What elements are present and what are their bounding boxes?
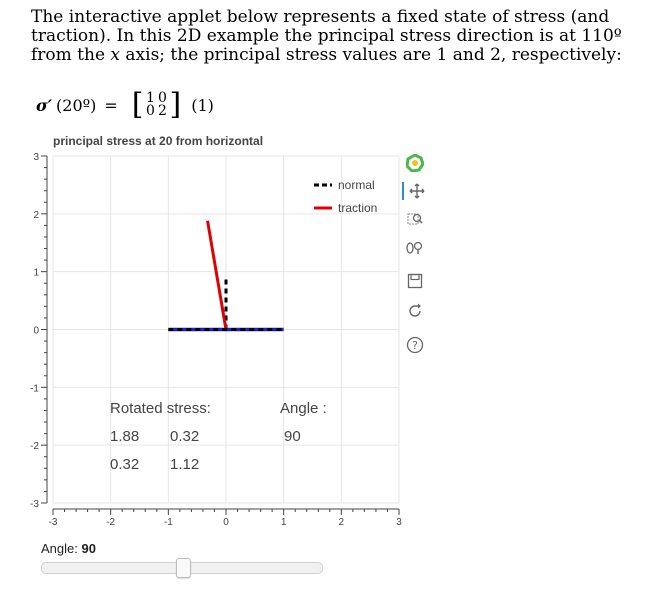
matrix-cell: 1 — [146, 90, 155, 106]
angle-slider-track[interactable] — [41, 558, 323, 578]
plot-legend: normal traction — [314, 178, 377, 215]
intro-line-3: from the x axis; the principal stress va… — [31, 45, 622, 65]
angle-slider-handle[interactable] — [175, 558, 191, 578]
slider-value: 90 — [81, 541, 96, 556]
angle-annotation-label: Angle : — [280, 400, 327, 417]
y-tick-label: -2 — [30, 441, 39, 452]
matrix-cell: 2 — [158, 103, 167, 119]
x-tick-label: -2 — [106, 517, 115, 528]
pan-icon[interactable] — [402, 182, 426, 200]
angle-annotation-value: 90 — [284, 428, 301, 445]
rotated-stress-r22: 1.12 — [170, 456, 199, 473]
intro-text: The interactive applet below represents … — [31, 8, 631, 65]
bokeh-logo-icon[interactable] — [406, 154, 424, 172]
rotated-stress-label: Rotated stress: — [110, 400, 211, 417]
plot-title: principal stress at 20 from horizontal — [53, 134, 264, 148]
y-tick-label: 1 — [33, 268, 39, 279]
save-icon[interactable] — [406, 272, 424, 290]
slider-label: Angle: 90 — [41, 541, 96, 556]
y-tick-label: 0 — [33, 326, 39, 337]
x-tick-label: 3 — [396, 517, 402, 528]
matrix-cell: 0 — [158, 90, 167, 106]
svg-text:?: ? — [412, 339, 418, 352]
stress-formula: σ′ (20º) = [ 1 0 0 2 ] (1) — [36, 88, 214, 122]
plot-marks — [168, 220, 284, 332]
sigma-symbol: σ′ — [36, 95, 53, 115]
equals-sign: = — [104, 95, 118, 115]
plot-toolbar: ? — [400, 152, 430, 362]
y-tick-label: 2 — [33, 210, 39, 221]
box-zoom-icon[interactable] — [406, 210, 424, 228]
wheel-zoom-icon[interactable] — [406, 238, 424, 256]
plot-axes: -3 -2 -1 0 1 2 3 3 2 1 0 -1 -2 -3 — [30, 152, 402, 528]
intro-line-1: The interactive applet below represents … — [31, 7, 610, 27]
rotated-stress-r12: 0.32 — [170, 428, 199, 445]
legend-label-traction: traction — [338, 201, 377, 215]
x-variable: x — [110, 45, 121, 65]
equation-number: (1) — [191, 95, 214, 115]
y-tick-label: 3 — [33, 152, 39, 163]
formula-argument: (20º) — [56, 95, 97, 115]
stress-matrix: [ 1 0 0 2 ] — [131, 87, 182, 122]
legend-label-normal: normal — [338, 178, 375, 192]
reset-icon[interactable] — [406, 302, 424, 320]
intro-line-2: traction). In this 2D example the princi… — [31, 26, 622, 46]
traction-line — [206, 220, 228, 330]
y-tick-label: -3 — [30, 499, 39, 510]
x-tick-label: 1 — [281, 517, 287, 528]
help-icon[interactable]: ? — [406, 336, 424, 354]
x-tick-label: 0 — [223, 517, 229, 528]
rotated-stress-r21: 0.32 — [110, 456, 139, 473]
x-tick-label: -3 — [49, 517, 58, 528]
x-tick-label: 2 — [339, 517, 345, 528]
y-tick-label: -1 — [30, 383, 39, 394]
x-tick-label: -1 — [164, 517, 173, 528]
matrix-cell: 0 — [146, 103, 155, 119]
rotated-stress-annotation: Rotated stress: 1.88 0.32 0.32 1.12 Angl… — [110, 400, 327, 473]
rotated-stress-r11: 1.88 — [110, 428, 139, 445]
